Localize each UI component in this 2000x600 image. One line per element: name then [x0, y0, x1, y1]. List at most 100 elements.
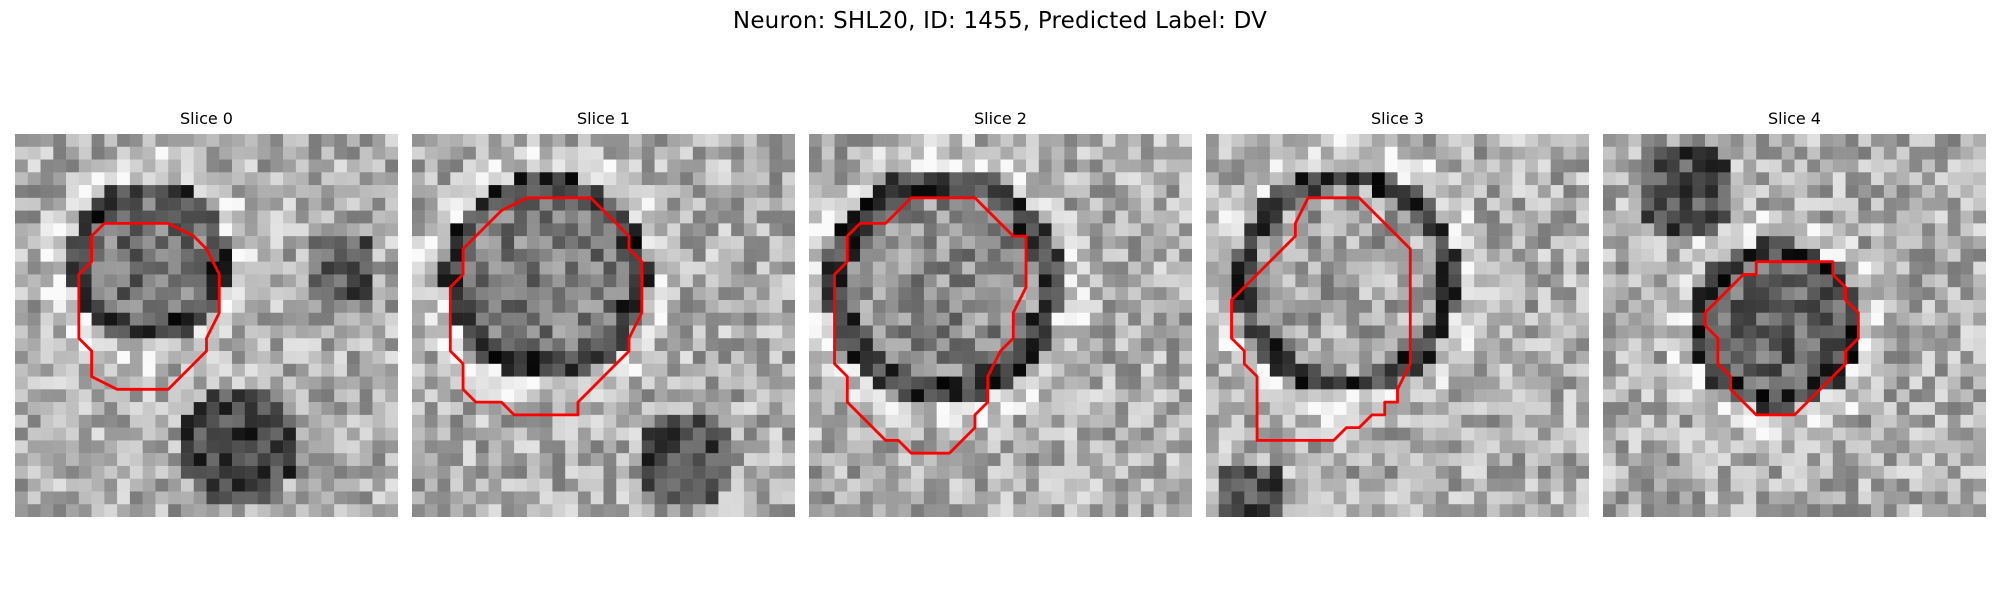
image-pixel [898, 185, 912, 199]
image-pixel [1051, 312, 1065, 326]
image-pixel [91, 210, 105, 224]
image-pixel [1845, 159, 1859, 173]
image-pixel [1794, 287, 1808, 301]
image-pixel [821, 261, 835, 275]
image-pixel [923, 185, 937, 199]
image-pixel [1615, 223, 1629, 237]
image-pixel [514, 478, 528, 492]
image-pixel [898, 274, 912, 288]
image-pixel [1423, 465, 1437, 479]
image-pixel [1628, 414, 1642, 428]
image-pixel [129, 351, 143, 365]
image-pixel [1474, 261, 1488, 275]
image-pixel [1435, 389, 1449, 403]
image-pixel [450, 363, 464, 377]
image-pixel [1794, 299, 1808, 313]
image-pixel [1858, 134, 1872, 148]
image-pixel [1218, 504, 1232, 517]
image-pixel [1781, 389, 1795, 403]
image-pixel [1410, 248, 1424, 262]
image-pixel [1550, 223, 1564, 237]
image-pixel [1333, 248, 1347, 262]
image-pixel [1179, 402, 1192, 416]
image-pixel [219, 465, 233, 479]
image-pixel [1051, 299, 1065, 313]
image-pixel [1550, 351, 1564, 365]
image-pixel [1140, 402, 1154, 416]
image-pixel [1628, 287, 1642, 301]
image-pixel [244, 312, 258, 326]
image-pixel [847, 325, 861, 339]
image-pixel [1537, 414, 1551, 428]
image-pixel [1051, 274, 1065, 288]
image-pixel [680, 159, 694, 173]
image-pixel [1845, 197, 1859, 211]
image-pixel [911, 159, 925, 173]
image-pixel [78, 427, 92, 441]
image-pixel [1128, 325, 1142, 339]
image-pixel [1550, 146, 1564, 160]
image-pixel [1435, 274, 1449, 288]
image-pixel [1832, 236, 1846, 250]
image-pixel [1628, 299, 1642, 313]
image-pixel [1537, 453, 1551, 467]
image-pixel [129, 134, 143, 148]
image-pixel [117, 261, 131, 275]
image-pixel [1820, 427, 1834, 441]
image-pixel [1807, 210, 1821, 224]
image-pixel [1257, 402, 1271, 416]
image-pixel [821, 274, 835, 288]
image-pixel [885, 185, 899, 199]
image-pixel [27, 402, 41, 416]
image-pixel [1692, 491, 1706, 505]
image-pixel [1934, 185, 1948, 199]
image-pixel [1717, 146, 1731, 160]
image-pixel [629, 197, 643, 211]
image-pixel [1371, 453, 1385, 467]
image-pixel [450, 491, 464, 505]
image-pixel [1218, 325, 1232, 339]
image-pixel [501, 325, 515, 339]
image-pixel [1871, 299, 1885, 313]
image-pixel [1525, 402, 1539, 416]
image-pixel [193, 223, 207, 237]
image-pixel [514, 440, 528, 454]
slice-image [1603, 134, 1986, 517]
image-pixel [53, 478, 67, 492]
image-pixel [1922, 478, 1936, 492]
slice-image [1206, 134, 1589, 517]
image-pixel [552, 351, 566, 365]
image-pixel [104, 351, 118, 365]
image-pixel [629, 185, 643, 199]
image-pixel [372, 325, 386, 339]
image-pixel [1666, 236, 1680, 250]
image-pixel [834, 236, 848, 250]
image-pixel [1794, 325, 1808, 339]
image-pixel [1474, 504, 1488, 517]
image-pixel [654, 351, 668, 365]
image-pixel [1308, 363, 1322, 377]
image-pixel [308, 389, 322, 403]
image-pixel [949, 210, 963, 224]
image-pixel [334, 159, 348, 173]
image-pixel [359, 236, 373, 250]
image-pixel [847, 274, 861, 288]
image-pixel [1435, 351, 1449, 365]
image-pixel [321, 351, 335, 365]
image-pixel [1486, 325, 1500, 339]
image-pixel [1705, 248, 1719, 262]
image-pixel [412, 287, 426, 301]
image-pixel [412, 185, 426, 199]
image-pixel [450, 146, 464, 160]
image-pixel [1179, 363, 1192, 377]
image-pixel [155, 491, 169, 505]
image-pixel [244, 338, 258, 352]
image-pixel [629, 491, 643, 505]
image-pixel [1628, 351, 1642, 365]
image-pixel [577, 197, 591, 211]
image-pixel [1206, 414, 1220, 428]
image-pixel [1768, 491, 1782, 505]
image-pixel [1537, 402, 1551, 416]
image-pixel [1038, 465, 1052, 479]
image-pixel [1038, 223, 1052, 237]
